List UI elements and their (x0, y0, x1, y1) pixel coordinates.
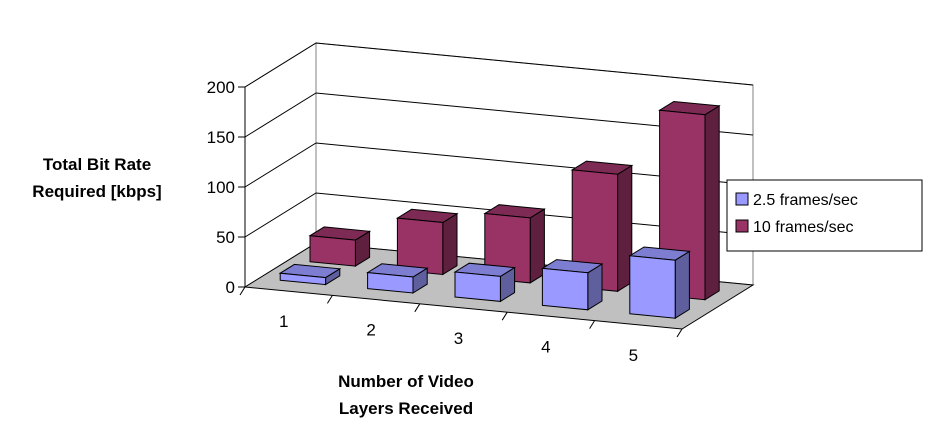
legend: 2.5 frames/sec 10 frames/sec (726, 179, 923, 252)
bar-s2-c4 (570, 160, 634, 293)
y-tick-label: 0 (226, 278, 235, 297)
bar-s1-c1-front (279, 272, 327, 286)
bar-s1-c4-front (541, 267, 589, 311)
x-tick-label: 5 (629, 346, 638, 365)
bar-s1-c1 (278, 263, 342, 286)
bar-s2-c5-side (704, 105, 720, 301)
x-tick-mark (676, 328, 683, 338)
y-tick-label: 150 (207, 128, 235, 147)
bar-s1-c4 (540, 259, 604, 311)
gridline-200 (244, 42, 754, 88)
x-tick-label: 2 (366, 321, 375, 340)
gridline-150 (244, 92, 754, 138)
legend-swatch (735, 219, 749, 233)
x-tick-mark (501, 311, 508, 321)
bar-s1-c2-front (367, 272, 414, 294)
x-tick-label: 3 (454, 329, 463, 348)
bar-s1-c5-front (629, 255, 676, 319)
y-tick-label: 50 (216, 228, 235, 247)
bar-s1-c3 (453, 262, 517, 303)
bar-s1-c3-front (454, 271, 501, 302)
x-tick-label: 4 (541, 337, 550, 356)
bar-s1-c5 (628, 246, 691, 320)
bar-s2-c2 (395, 208, 459, 276)
axes: 0 50 100 150 200 1 2 3 4 5 (207, 78, 683, 365)
legend-swatch (735, 192, 749, 206)
x-tick-mark (326, 295, 333, 304)
x-tick-mark (239, 286, 246, 296)
legend-label: 10 frames/sec (753, 219, 853, 236)
y-axis-title-line-2: Required [kbps] (32, 182, 161, 201)
bar-s1-c2 (366, 263, 429, 294)
legend-label: 2.5 frames/sec (753, 192, 858, 209)
bar-s1-c5-side (674, 250, 690, 320)
x-tick-mark (589, 320, 596, 329)
legend-box (726, 179, 923, 252)
y-tick-label: 200 (207, 78, 235, 97)
x-axis-title-line-2: Layers Received (339, 399, 473, 418)
bar-s2-c1-front (309, 235, 356, 267)
bar-s2-c2-side (442, 212, 458, 276)
x-axis-title-line-1: Number of Video (338, 372, 474, 391)
y-tick-label: 100 (207, 178, 235, 197)
x-tick-mark (414, 303, 421, 313)
y-axis-title-line-1: Total Bit Rate (43, 155, 151, 174)
bar-s2-c1 (308, 226, 372, 267)
x-tick-label: 1 (279, 312, 288, 331)
bars (278, 100, 721, 320)
